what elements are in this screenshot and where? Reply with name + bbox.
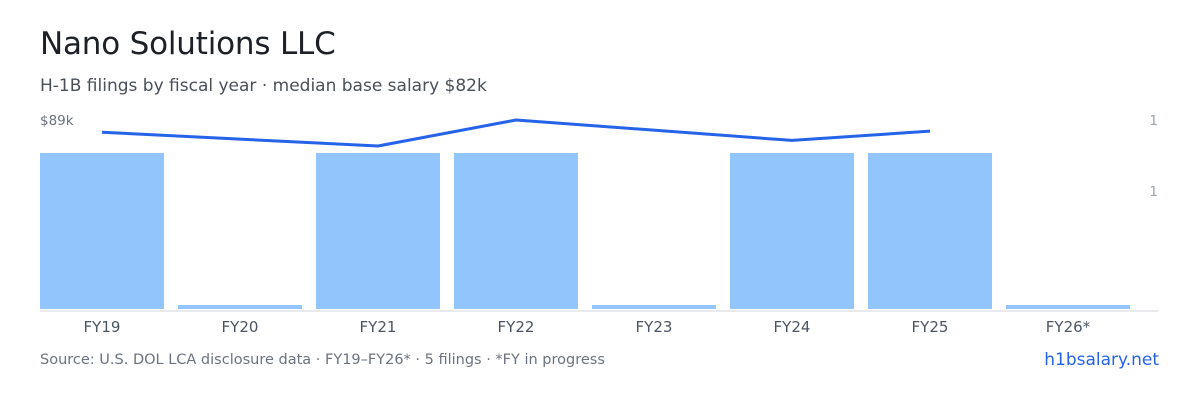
- median-salary-line: [101, 118, 931, 148]
- bar-fy19: [40, 153, 164, 309]
- category-label: FY21: [360, 318, 397, 336]
- chart-svg: FY19 FY20 FY21 FY22 FY23 FY24 FY25 FY26* $89k 1…: [40, 113, 1158, 336]
- right-axis-tick: 1: [1149, 113, 1158, 129]
- source-note: Source: U.S. DOL LCA disclosure data · F…: [40, 352, 605, 368]
- category-label: FY24: [774, 318, 811, 336]
- left-axis-tick: $89k: [40, 113, 74, 129]
- bar-fy21: [316, 153, 440, 309]
- category-labels: FY19 FY20 FY21 FY22 FY23 FY24 FY25 FY26*: [84, 318, 1091, 336]
- salary-line-layer: [101, 118, 931, 148]
- chart-title: Nano Solutions LLC: [40, 26, 336, 62]
- brand-link[interactable]: h1bsalary.net: [1044, 350, 1159, 370]
- bar-fy20: [178, 305, 302, 309]
- bar-fy24: [730, 153, 854, 309]
- category-label: FY26*: [1046, 318, 1091, 336]
- category-label: FY22: [498, 318, 535, 336]
- bar-fy26-partial: [1006, 305, 1130, 309]
- category-label: FY20: [222, 318, 259, 336]
- bar-fy22: [454, 153, 578, 309]
- bar-fy25: [868, 153, 992, 309]
- category-label: FY25: [912, 318, 949, 336]
- bars-layer: [40, 153, 1130, 309]
- bar-fy23: [592, 305, 716, 309]
- category-label: FY19: [84, 318, 121, 336]
- category-label: FY23: [636, 318, 673, 336]
- chart-subtitle: H-1B filings by fiscal year · median bas…: [40, 76, 487, 96]
- right-axis-tick: 1: [1149, 184, 1158, 200]
